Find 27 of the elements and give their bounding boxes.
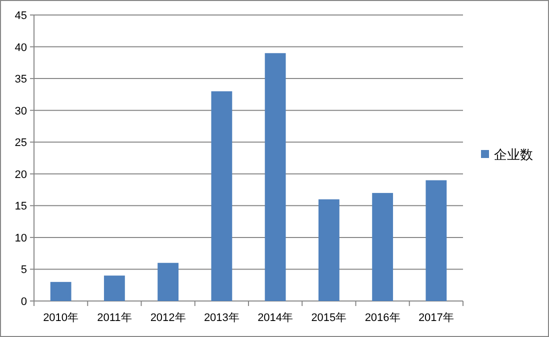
bar xyxy=(104,276,125,301)
bar xyxy=(264,53,286,301)
y-tick-label: 25 xyxy=(14,137,27,150)
bar xyxy=(211,91,232,301)
bar xyxy=(372,192,394,301)
x-tick-label: 2014年 xyxy=(258,312,294,324)
y-tick-label: 5 xyxy=(20,264,27,276)
bar xyxy=(318,199,340,301)
y-tick-label: 20 xyxy=(14,168,27,181)
bar xyxy=(426,180,447,301)
y-tick-label: 40 xyxy=(14,42,27,54)
x-tick-label: 2016年 xyxy=(364,312,400,324)
x-tick-label: 2017年 xyxy=(418,312,454,324)
x-tick-label: 2015年 xyxy=(311,312,347,324)
legend-label: 企业数 xyxy=(494,147,533,162)
bar xyxy=(50,282,72,301)
bar xyxy=(158,262,179,301)
y-tick-label: 35 xyxy=(14,74,27,86)
y-tick-label: 45 xyxy=(14,10,27,22)
x-tick-label: 2011年 xyxy=(97,312,132,324)
y-tick-label: 10 xyxy=(14,232,27,244)
x-tick-label: 2013年 xyxy=(204,312,240,324)
x-tick-label: 2010年 xyxy=(43,312,79,324)
y-tick-label: 30 xyxy=(14,105,27,118)
x-tick-label: 2012年 xyxy=(150,312,186,324)
y-tick-label: 15 xyxy=(14,200,27,213)
y-tick-label: 0 xyxy=(20,296,27,308)
